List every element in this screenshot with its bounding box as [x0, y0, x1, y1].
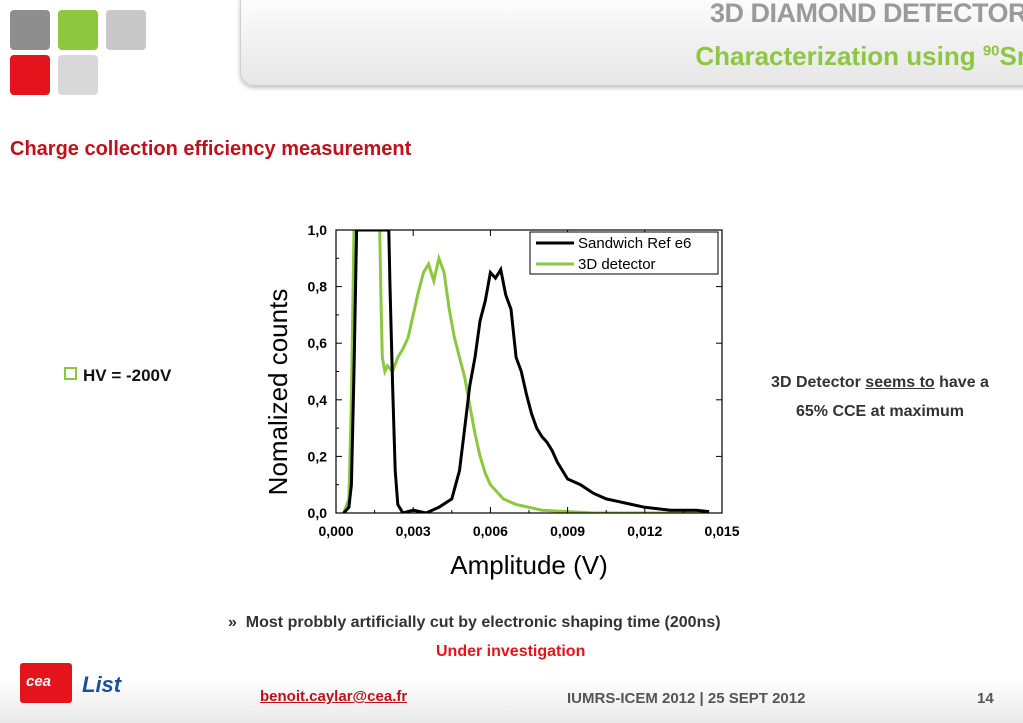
- legend-box: [529, 231, 719, 275]
- email-link[interactable]: benoit.caylar@cea.fr: [260, 688, 408, 705]
- y-axis-label: Nomalized counts: [263, 289, 293, 496]
- cea-logo: cea: [20, 663, 72, 703]
- logo-square-1: [10, 10, 50, 50]
- slide-subtitle: Characterization using 90Sr: [695, 41, 1023, 71]
- x-tick-label: 0,015: [704, 523, 739, 539]
- sub-bullet-highlight: Under investigation: [436, 643, 586, 660]
- x-axis-label: Amplitude (V): [450, 550, 608, 580]
- y-tick-label: 0,4: [308, 392, 328, 408]
- bullet-hv: HV = -200V: [64, 366, 171, 386]
- y-tick-label: 1,0: [308, 222, 328, 238]
- logo-square-4: [10, 55, 50, 95]
- cce-note: 3D Detector seems to have a 65% CCE at m…: [771, 374, 989, 420]
- x-tick-label: 0,006: [473, 523, 508, 539]
- list-logo: List: [82, 672, 122, 697]
- logo-square-5: [58, 55, 98, 95]
- y-tick-label: 0,0: [308, 505, 328, 521]
- y-tick-label: 0,2: [308, 448, 328, 464]
- header-banner: 3D DIAMOND DETECTOR Characterization usi…: [240, 0, 1023, 86]
- bullet-text: HV = -200V: [83, 366, 172, 385]
- checkbox-bullet-icon: [64, 367, 77, 380]
- series-line-0: [342, 230, 710, 513]
- section-title: Charge collection efficiency measurement: [10, 138, 412, 160]
- page-number: 14: [977, 690, 994, 707]
- legend-label-1: 3D detector: [578, 256, 656, 273]
- logo-square-3: [106, 10, 146, 50]
- x-tick-label: 0,009: [550, 523, 585, 539]
- series-line-1: [342, 230, 710, 513]
- note-underlined: seems to: [865, 374, 935, 391]
- legend-label-0: Sandwich Ref e6: [578, 235, 691, 252]
- conference-info: IUMRS-ICEM 2012 | 25 SEPT 2012: [567, 690, 806, 707]
- slide-title: 3D DIAMOND DETECTOR: [709, 0, 1023, 28]
- y-tick-label: 0,8: [308, 279, 328, 295]
- plot-frame: [335, 229, 723, 514]
- footer: [0, 660, 1023, 723]
- sub-bullet: » Most probbly artificially cut by elect…: [228, 614, 721, 631]
- x-tick-label: 0,000: [318, 523, 353, 539]
- logo-square-2: [58, 10, 98, 50]
- x-tick-label: 0,012: [627, 523, 662, 539]
- x-tick-label: 0,003: [396, 523, 431, 539]
- y-tick-label: 0,6: [308, 335, 328, 351]
